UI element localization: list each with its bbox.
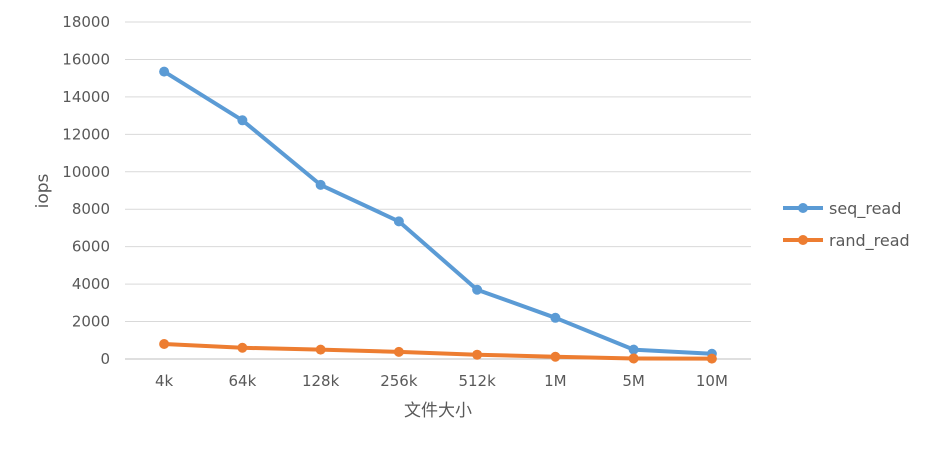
data-point <box>550 312 561 323</box>
gridlines <box>125 21 751 360</box>
x-tick-label: 64k <box>228 372 256 390</box>
y-tick-label: 18000 <box>62 13 110 31</box>
legend-item-seq_read: seq_read <box>783 199 901 219</box>
x-tick-label: 4k <box>155 372 174 390</box>
data-point <box>315 344 326 355</box>
data-point <box>628 344 639 355</box>
data-point <box>159 339 170 350</box>
y-axis-ticks: 0 2000 4000 6000 8000 10000 12000 14000 16000 180… <box>62 13 110 368</box>
legend-marker <box>798 203 808 213</box>
legend-item-rand_read: rand_read <box>783 231 910 251</box>
x-tick-label: 512k <box>458 372 496 390</box>
x-axis-title: 文件大小 <box>404 401 472 421</box>
legend-label: rand_read <box>829 231 910 251</box>
y-tick-label: 4000 <box>72 275 110 293</box>
y-axis-title: iops <box>33 173 53 208</box>
x-tick-label: 5M <box>622 372 645 390</box>
x-axis-ticks: 4k 64k 128k 256k 512k 1M 5M 10M <box>155 372 728 390</box>
x-tick-label: 128k <box>302 372 340 390</box>
y-tick-label: 16000 <box>62 50 110 68</box>
data-point <box>159 66 170 77</box>
data-point <box>472 284 483 295</box>
data-point <box>315 179 326 190</box>
x-tick-label: 10M <box>696 372 728 390</box>
data-point <box>706 353 717 364</box>
series-rand_read <box>159 339 717 364</box>
data-point <box>628 353 639 364</box>
series <box>159 66 717 364</box>
legend: seq_read rand_read <box>783 199 910 251</box>
y-tick-label: 14000 <box>62 88 110 106</box>
legend-marker <box>798 235 808 245</box>
x-tick-label: 256k <box>380 372 418 390</box>
data-point <box>393 346 404 357</box>
y-tick-label: 8000 <box>72 200 110 218</box>
data-point <box>393 216 404 227</box>
data-point <box>472 349 483 360</box>
y-tick-label: 10000 <box>62 163 110 181</box>
x-tick-label: 1M <box>544 372 567 390</box>
series-line <box>162 69 714 356</box>
legend-label: seq_read <box>829 199 901 219</box>
series-seq_read <box>159 66 717 359</box>
y-tick-label: 12000 <box>62 125 110 143</box>
series-line <box>162 342 714 361</box>
y-tick-label: 2000 <box>72 313 110 331</box>
y-tick-label: 0 <box>100 350 110 368</box>
data-point <box>237 115 248 126</box>
data-point <box>237 342 248 353</box>
y-tick-label: 6000 <box>72 238 110 256</box>
data-point <box>550 351 561 362</box>
